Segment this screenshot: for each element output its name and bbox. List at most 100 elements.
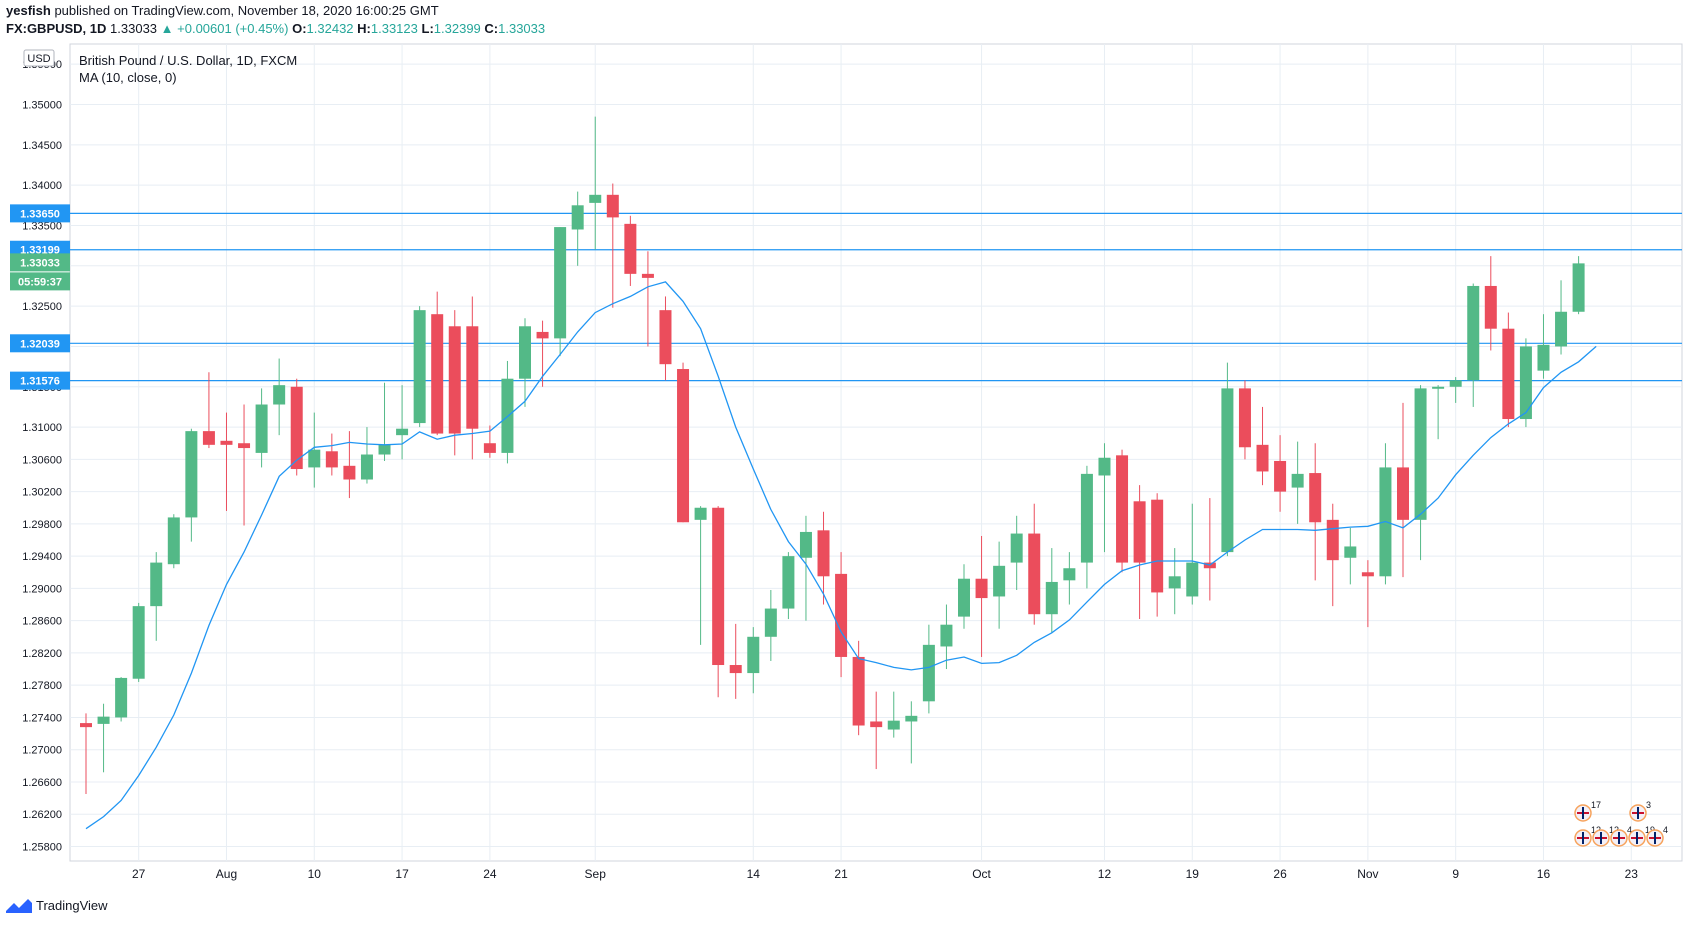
candle-body <box>185 431 198 518</box>
candle-body <box>273 385 286 405</box>
candle-body <box>1326 519 1339 561</box>
price-tick-label: 1.35000 <box>22 99 62 111</box>
candle-body <box>887 720 900 730</box>
candle-body <box>97 716 110 724</box>
event-count: 4 <box>1663 825 1668 835</box>
last-price-label-box <box>10 253 70 272</box>
hline-price-label-box <box>10 334 70 353</box>
time-tick-label: Oct <box>972 867 991 881</box>
price-tick-label: 1.27800 <box>22 680 62 692</box>
candle-body <box>1221 388 1234 553</box>
event-markers[interactable]: 17 3 12 12 4 19 4 <box>1574 800 1668 847</box>
price-tick-label: 1.28200 <box>22 648 62 660</box>
candle-body <box>1467 285 1480 381</box>
symbol-label: FX:GBPUSD, 1D <box>6 21 107 36</box>
symbol-ohlc-line: FX:GBPUSD, 1D 1.33033 ▲ +0.00601 (+0.45%… <box>6 21 545 36</box>
time-tick-label: Nov <box>1357 867 1378 881</box>
time-tick-label: 23 <box>1625 867 1639 881</box>
time-axis[interactable]: 27 Aug 10 17 24 Sep 14 21 Oct 12 19 26 Nov 9 16 23 <box>132 867 1638 881</box>
price-tick-label: 1.34000 <box>22 180 62 192</box>
low-label: L: <box>421 21 434 36</box>
time-tick-label: 26 <box>1273 867 1287 881</box>
high-value: 1.33123 <box>370 21 418 36</box>
event-count: 17 <box>1591 800 1601 810</box>
candle-body <box>1555 311 1568 347</box>
event-count: 3 <box>1646 800 1651 810</box>
candle-body <box>1397 467 1409 520</box>
candle-body <box>378 444 391 455</box>
price-tick-label: 1.27400 <box>22 712 62 724</box>
countdown-label-box <box>10 272 70 291</box>
candle-body <box>1502 328 1515 420</box>
candle-body <box>799 531 812 558</box>
candle-body <box>1449 380 1462 387</box>
hline-price-label: 1.33650 <box>20 208 60 220</box>
candle-body <box>659 310 672 365</box>
footer-brand[interactable]: TradingView <box>6 898 108 913</box>
ma-line[interactable] <box>85 281 1597 830</box>
candle-body <box>729 665 742 674</box>
author-name[interactable]: yesfish <box>6 3 51 18</box>
candle-body <box>448 326 461 434</box>
price-axis[interactable]: 1.355001.350001.345001.340001.335001.330… <box>22 59 62 853</box>
close-value: 1.33033 <box>498 21 546 36</box>
time-tick-label: Sep <box>585 867 607 881</box>
price-tick-label: 1.31000 <box>22 422 62 434</box>
publish-info: yesfish published on TradingView.com, No… <box>6 3 439 18</box>
price-tick-label: 1.33500 <box>22 220 62 232</box>
candle-body <box>782 556 795 609</box>
candle-body <box>115 677 128 718</box>
candle-body <box>1063 568 1076 581</box>
time-tick-label: Aug <box>216 867 237 881</box>
candle-body <box>1080 473 1093 563</box>
candle-body <box>747 636 760 674</box>
candle-body <box>167 517 180 565</box>
candle-body <box>431 314 444 434</box>
price-tick-label: 1.29800 <box>22 519 62 531</box>
indicator-label: MA (10, close, 0) <box>79 70 177 85</box>
time-tick-label: 10 <box>308 867 322 881</box>
price-tick-label: 1.32500 <box>22 301 62 313</box>
candle-body <box>1519 346 1532 420</box>
candle-body <box>1028 533 1041 615</box>
time-tick-label: 9 <box>1452 867 1459 881</box>
candle-body <box>922 644 935 702</box>
candle-body <box>308 449 321 468</box>
candle-body <box>80 723 92 728</box>
candle-body <box>1572 263 1585 312</box>
candle-body <box>1274 460 1287 492</box>
candle-body <box>993 565 1006 597</box>
candle-body <box>712 507 725 666</box>
candle-body <box>483 443 496 453</box>
candle-body <box>150 562 163 607</box>
candle-body <box>571 205 584 230</box>
candle-body <box>589 194 602 203</box>
candle-body <box>641 273 654 278</box>
horizontal-lines[interactable] <box>70 212 1682 382</box>
candle-body <box>413 310 426 424</box>
hline-price-label: 1.32039 <box>20 338 60 350</box>
grid <box>70 44 1682 861</box>
candle-body <box>1291 473 1304 488</box>
price-badges: 1.336501.331991.320391.315761.3303305:59… <box>10 204 70 390</box>
event-count: 19 <box>1645 825 1655 835</box>
candle-body <box>1045 581 1058 615</box>
countdown-label: 05:59:37 <box>18 276 62 288</box>
hline-price-label-box <box>10 371 70 390</box>
candle-body <box>817 530 830 577</box>
price-tick-label: 1.28600 <box>22 616 62 628</box>
price-tick-label: 1.29000 <box>22 583 62 595</box>
candles <box>80 116 1585 795</box>
hline-price-label-box <box>10 204 70 223</box>
candle-body <box>1151 499 1164 593</box>
candle-body <box>255 404 268 453</box>
candle-body <box>940 624 953 647</box>
event-count: 12 <box>1609 825 1619 835</box>
currency-badge-box[interactable] <box>23 49 55 67</box>
candle-body <box>1186 562 1199 597</box>
time-tick-label: 17 <box>395 867 409 881</box>
candle-body <box>290 386 303 470</box>
candle-body <box>220 440 233 445</box>
price-tick-label: 1.30200 <box>22 487 62 499</box>
